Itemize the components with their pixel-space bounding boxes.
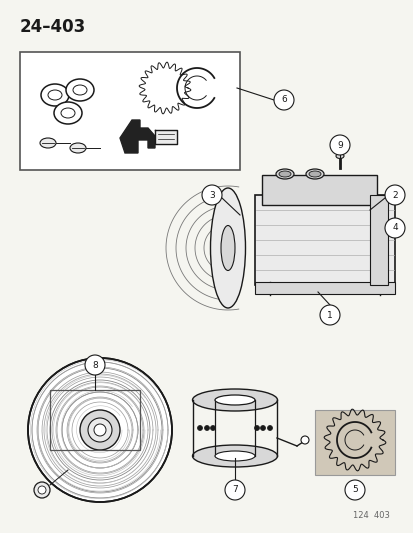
Circle shape	[344, 480, 364, 500]
Ellipse shape	[305, 169, 323, 179]
Circle shape	[34, 482, 50, 498]
Circle shape	[210, 425, 215, 431]
Ellipse shape	[73, 85, 87, 95]
Bar	[50, 390, 140, 450]
Circle shape	[204, 425, 209, 431]
Polygon shape	[154, 130, 177, 144]
Circle shape	[80, 410, 120, 450]
Circle shape	[384, 218, 404, 238]
Ellipse shape	[335, 154, 343, 158]
Text: 8: 8	[92, 360, 97, 369]
Circle shape	[202, 185, 221, 205]
Circle shape	[329, 135, 349, 155]
Bar	[20, 52, 240, 170]
Ellipse shape	[66, 79, 94, 101]
Circle shape	[88, 418, 112, 442]
Text: 7: 7	[232, 486, 237, 495]
Ellipse shape	[40, 138, 56, 148]
Ellipse shape	[214, 451, 254, 461]
Circle shape	[260, 425, 265, 431]
Circle shape	[273, 90, 293, 110]
Ellipse shape	[308, 171, 320, 177]
Circle shape	[197, 425, 202, 431]
Text: 1: 1	[326, 311, 332, 319]
Bar	[254, 195, 394, 285]
Bar	[254, 282, 394, 294]
Text: 9: 9	[336, 141, 342, 149]
Circle shape	[267, 425, 272, 431]
Text: 3: 3	[209, 190, 214, 199]
Ellipse shape	[210, 188, 245, 308]
Text: 6: 6	[280, 95, 286, 104]
Ellipse shape	[214, 395, 254, 405]
Ellipse shape	[54, 102, 82, 124]
Text: 2: 2	[391, 190, 397, 199]
Ellipse shape	[192, 389, 277, 411]
Ellipse shape	[221, 225, 235, 271]
Ellipse shape	[70, 143, 86, 153]
Bar	[261, 175, 376, 205]
Circle shape	[319, 305, 339, 325]
Circle shape	[224, 480, 244, 500]
Circle shape	[384, 185, 404, 205]
Circle shape	[254, 425, 259, 431]
Ellipse shape	[61, 108, 75, 118]
Circle shape	[28, 358, 171, 502]
Circle shape	[94, 424, 106, 436]
Bar	[314, 410, 394, 475]
Circle shape	[300, 436, 308, 444]
Ellipse shape	[192, 445, 277, 467]
Text: 4: 4	[391, 223, 397, 232]
Bar	[314, 410, 394, 475]
Ellipse shape	[275, 169, 293, 179]
Ellipse shape	[41, 84, 69, 106]
Bar	[257, 282, 281, 290]
Text: 24–403: 24–403	[20, 18, 86, 36]
Text: 5: 5	[351, 486, 357, 495]
Text: 124  403: 124 403	[352, 511, 389, 520]
Polygon shape	[120, 120, 154, 153]
Bar	[367, 282, 391, 290]
Ellipse shape	[278, 171, 290, 177]
Circle shape	[38, 486, 46, 494]
Circle shape	[85, 355, 105, 375]
Bar	[369, 195, 387, 285]
Ellipse shape	[48, 90, 62, 100]
